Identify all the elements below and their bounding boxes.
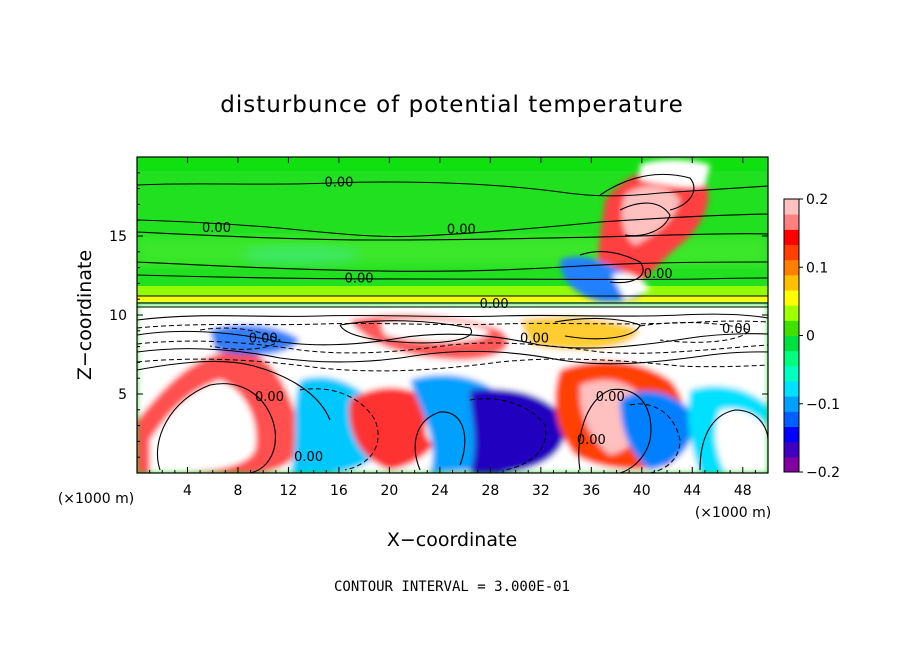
- colorbar-swatch: [784, 381, 799, 397]
- colorbar-tick-label: −0.1: [806, 397, 840, 413]
- colorbar-swatch: [784, 411, 799, 427]
- contour-label-group: 0.00 0.00 0.00 0.00 0.00 0.00 0.00 0.00 0.00 0.00…: [202, 143, 751, 465]
- x-tick-label: 48: [734, 483, 752, 499]
- colorbar-swatch: [784, 305, 799, 321]
- colorbar-swatch: [784, 244, 799, 261]
- colorbar-tick-label: 0.2: [806, 192, 828, 208]
- x-tick-label: 40: [633, 483, 651, 499]
- troposphere-layer: [137, 304, 768, 473]
- colorbar-swatch: [784, 214, 799, 230]
- y-axis: 5 10 15: [109, 172, 768, 458]
- y-axis-label: Z−coordinate: [74, 250, 96, 380]
- colorbar-swatch: [784, 396, 799, 412]
- y-tick-label: 10: [109, 308, 127, 324]
- contour-label: 0.00: [202, 221, 231, 236]
- colorbar: 0.2 0.1 0 −0.1 −0.2: [783, 192, 840, 481]
- contour-label-bg: [511, 143, 545, 157]
- contour-label: 0.00: [722, 322, 751, 337]
- x-axis: 4 8 12 16 20 24 28 32 36 40 44 48: [149, 157, 756, 499]
- x-axis-unit: (×1000 m): [695, 505, 771, 521]
- colorbar-swatch: [784, 199, 799, 215]
- colorbar-swatch: [784, 259, 799, 276]
- colorbar-swatch: [784, 456, 799, 473]
- colorbar-swatch: [784, 365, 799, 382]
- y-axis-unit: (×1000 m): [58, 491, 134, 507]
- x-tick-label: 12: [280, 483, 298, 499]
- x-tick-label: 20: [380, 483, 398, 499]
- contour-label: 0.00: [514, 145, 543, 160]
- colorbar-tick-label: 0.1: [806, 260, 828, 276]
- negative-contours: [137, 320, 768, 473]
- contour-lines: [137, 173, 768, 308]
- colorbar-swatch: [784, 290, 799, 306]
- contour-label: 0.00: [480, 297, 509, 312]
- x-tick-label: 44: [683, 483, 701, 499]
- contour-label: 0.00: [249, 332, 278, 347]
- heatmap-field: 0.00 0.00 0.00 0.00 0.00 0.00 0.00 0.00 0.00 0.00…: [137, 143, 768, 473]
- contour-label: 0.00: [324, 175, 353, 190]
- y-tick-label: 15: [109, 229, 127, 245]
- colorbar-tick-label: 0: [806, 329, 815, 345]
- contour-label: 0.00: [294, 450, 323, 465]
- x-tick-label: 28: [481, 483, 499, 499]
- colorbar-swatch: [784, 426, 799, 443]
- colorbar-swatch: [784, 320, 799, 336]
- contour-label: 0.00: [520, 332, 549, 347]
- tropospheric-contours: [137, 313, 768, 473]
- contour-label: 0.00: [596, 390, 625, 405]
- colorbar-swatch: [784, 274, 799, 291]
- x-tick-label: 36: [582, 483, 600, 499]
- contour-label: 0.00: [255, 390, 284, 405]
- contour-label: 0.00: [577, 433, 606, 448]
- chart-title: disturbunce of potential temperature: [220, 92, 684, 118]
- colorbar-swatch: [784, 229, 799, 245]
- colorbar-swatch: [784, 335, 799, 352]
- colorbar-swatch: [784, 350, 799, 367]
- x-axis-label: X−coordinate: [387, 529, 517, 551]
- x-tick-label: 4: [183, 483, 192, 499]
- colorbar-swatch: [784, 441, 799, 458]
- x-tick-label: 32: [532, 483, 550, 499]
- x-tick-label: 16: [330, 483, 348, 499]
- y-tick-label: 5: [118, 387, 127, 403]
- contour-label: 0.00: [644, 267, 673, 282]
- contour-label: 0.00: [345, 272, 374, 287]
- x-tick-label: 8: [233, 483, 242, 499]
- contour-label: 0.00: [447, 223, 476, 238]
- x-tick-label: 24: [431, 483, 449, 499]
- contour-interval-note: CONTOUR INTERVAL = 3.000E-01: [334, 579, 570, 595]
- colorbar-tick-label: −0.2: [806, 465, 840, 481]
